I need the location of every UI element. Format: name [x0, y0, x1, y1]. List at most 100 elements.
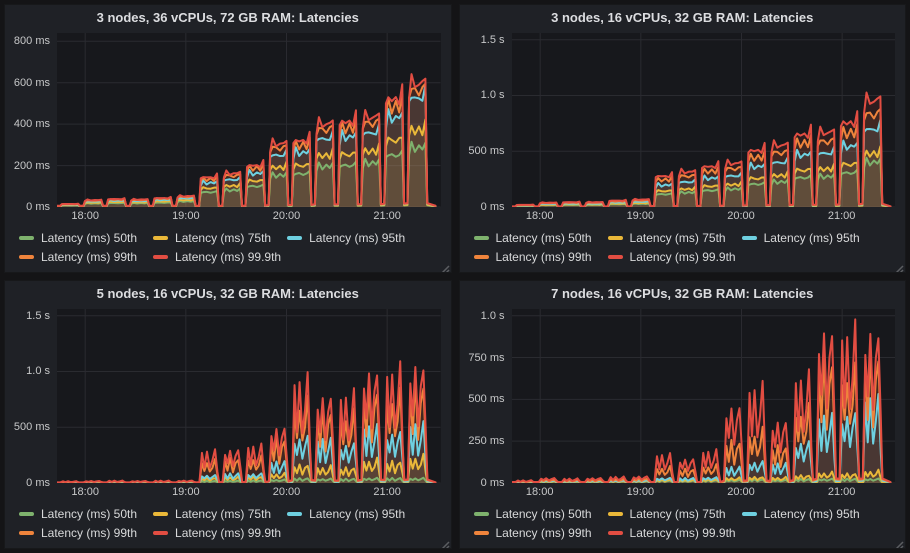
- legend-row: Latency (ms) 50th Latency (ms) 75th Latenc…: [19, 504, 443, 523]
- legend-label: Latency (ms) 99.9th: [629, 249, 736, 264]
- legend-row: Latency (ms) 50th Latency (ms) 75th Latenc…: [19, 228, 443, 247]
- chart-area: 0 ms 250 ms 500 ms 750 ms 1.0 s: [460, 307, 906, 489]
- legend-label: Latency (ms) 50th: [495, 506, 592, 521]
- legend-swatch-p999: [607, 254, 623, 259]
- x-tick-label: 18:00: [71, 486, 99, 498]
- legend-label: Latency (ms) 99th: [495, 249, 592, 264]
- legend-item-p999[interactable]: Latency (ms) 99.9th: [153, 250, 281, 264]
- y-axis: 0 ms 250 ms 500 ms 750 ms 1.0 s: [466, 309, 512, 489]
- panel-3n-16vcpu: 3 nodes, 16 vCPUs, 32 GB RAM: Latencies …: [458, 4, 906, 273]
- legend-item-p99[interactable]: Latency (ms) 99th: [19, 250, 137, 264]
- legend-item-p50[interactable]: Latency (ms) 50th: [473, 230, 592, 245]
- legend-item-p999[interactable]: Latency (ms) 99.9th: [153, 526, 281, 540]
- legend-label: Latency (ms) 75th: [629, 506, 726, 521]
- legend-item-p75[interactable]: Latency (ms) 75th: [607, 506, 726, 521]
- legend-item-p75[interactable]: Latency (ms) 75th: [607, 231, 726, 245]
- x-axis: 18:00 19:00 20:00 21:00: [57, 484, 441, 501]
- legend: Latency (ms) 50th Latency (ms) 75th Latenc…: [5, 501, 451, 548]
- legend-row: Latency (ms) 50th Latency (ms) 75th Latenc…: [473, 228, 898, 247]
- legend-row: Latency (ms) 99th Latency (ms) 99.9th: [19, 247, 443, 266]
- legend-item-p95[interactable]: Latency (ms) 95th: [741, 230, 860, 245]
- legend-row: Latency (ms) 99th Latency (ms) 99.9th: [473, 523, 898, 542]
- legend-swatch-p50: [19, 235, 34, 240]
- legend: Latency (ms) 50th Latency (ms) 75th Latenc…: [460, 225, 906, 272]
- legend-swatch-p99: [473, 254, 489, 259]
- legend-swatch-p50: [473, 235, 489, 240]
- plot-region[interactable]: [57, 309, 441, 483]
- resize-handle-icon[interactable]: [894, 537, 904, 548]
- plot-region[interactable]: [511, 33, 895, 207]
- y-axis: 0 ms 500 ms 1.0 s 1.5 s: [11, 309, 57, 489]
- legend-label: Latency (ms) 50th: [41, 506, 138, 521]
- legend-swatch-p75: [607, 235, 623, 240]
- legend-row: Latency (ms) 99th Latency (ms) 99.9th: [19, 523, 443, 542]
- legend-swatch-p999: [607, 530, 623, 535]
- legend-swatch-p50: [473, 511, 489, 516]
- x-tick-label: 21:00: [827, 486, 856, 498]
- x-tick-label: 18:00: [525, 486, 554, 498]
- panel-title[interactable]: 3 nodes, 36 vCPUs, 72 GB RAM: Latencies: [96, 10, 359, 25]
- y-tick-label: 1.5 s: [26, 309, 50, 322]
- legend-item-p50[interactable]: Latency (ms) 50th: [473, 506, 592, 521]
- x-tick-label: 20:00: [272, 486, 301, 498]
- legend-label: Latency (ms) 99.9th: [175, 249, 282, 264]
- legend-item-p75[interactable]: Latency (ms) 75th: [153, 507, 271, 521]
- legend-label: Latency (ms) 75th: [175, 230, 272, 245]
- legend-label: Latency (ms) 95th: [763, 506, 860, 521]
- legend-item-p50[interactable]: Latency (ms) 50th: [19, 507, 137, 521]
- legend-row: Latency (ms) 50th Latency (ms) 75th Latenc…: [473, 504, 898, 523]
- y-tick-label: 600 ms: [13, 76, 50, 89]
- legend-label: Latency (ms) 99th: [495, 525, 592, 540]
- y-tick-label: 0 ms: [26, 477, 50, 489]
- legend: Latency (ms) 50th Latency (ms) 75th Latenc…: [5, 225, 451, 272]
- legend-row: Latency (ms) 99th Latency (ms) 99.9th: [473, 247, 898, 266]
- legend-item-p999[interactable]: Latency (ms) 99.9th: [607, 249, 736, 264]
- y-tick-label: 500 ms: [13, 421, 50, 434]
- y-tick-label: 750 ms: [468, 351, 505, 364]
- legend-item-p75[interactable]: Latency (ms) 75th: [153, 231, 271, 245]
- x-tick-label: 20:00: [727, 486, 755, 498]
- legend-item-p95[interactable]: Latency (ms) 95th: [287, 507, 405, 521]
- y-tick-label: 200 ms: [13, 159, 50, 172]
- y-tick-label: 400 ms: [13, 118, 50, 131]
- x-axis: 18:00 19:00 20:00 21:00: [57, 208, 441, 225]
- legend-item-p99[interactable]: Latency (ms) 99th: [473, 525, 592, 540]
- x-tick-label: 21:00: [373, 210, 401, 222]
- legend-label: Latency (ms) 99th: [41, 525, 138, 540]
- legend-swatch-p75: [153, 235, 169, 240]
- legend-label: Latency (ms) 50th: [495, 230, 592, 245]
- y-axis: 0 ms 500 ms 1.0 s 1.5 s: [466, 33, 512, 213]
- resize-handle-icon[interactable]: [894, 261, 904, 272]
- latency-chart: [57, 309, 441, 483]
- x-tick-label: 20:00: [272, 210, 301, 222]
- panel-title[interactable]: 7 nodes, 16 vCPUs, 32 GB RAM: Latencies: [551, 286, 814, 301]
- panel-title[interactable]: 3 nodes, 16 vCPUs, 32 GB RAM: Latencies: [551, 10, 814, 25]
- legend-item-p95[interactable]: Latency (ms) 95th: [287, 231, 405, 245]
- legend-label: Latency (ms) 95th: [763, 230, 860, 245]
- legend-label: Latency (ms) 50th: [41, 230, 138, 245]
- x-axis: 18:00 19:00 20:00 21:00: [512, 484, 896, 501]
- legend-item-p999[interactable]: Latency (ms) 99.9th: [607, 525, 736, 540]
- y-tick-label: 0 ms: [480, 477, 505, 489]
- x-tick-label: 19:00: [626, 210, 655, 222]
- panel-title[interactable]: 5 nodes, 16 vCPUs, 32 GB RAM: Latencies: [96, 286, 359, 301]
- legend-label: Latency (ms) 99th: [41, 249, 138, 264]
- legend-label: Latency (ms) 99.9th: [629, 525, 736, 540]
- legend-swatch-p99: [473, 530, 489, 535]
- x-tick-label: 18:00: [71, 210, 99, 222]
- legend-item-p99[interactable]: Latency (ms) 99th: [473, 249, 592, 264]
- y-tick-label: 0 ms: [26, 201, 50, 213]
- resize-handle-icon[interactable]: [440, 537, 450, 548]
- y-tick-label: 500 ms: [468, 393, 505, 406]
- plot-region[interactable]: [511, 309, 896, 483]
- plot-region[interactable]: [57, 33, 441, 207]
- legend-swatch-p99: [19, 530, 34, 535]
- panel-3n-36vcpu: 3 nodes, 36 vCPUs, 72 GB RAM: Latencies …: [4, 4, 452, 273]
- legend-item-p50[interactable]: Latency (ms) 50th: [19, 231, 137, 245]
- latency-chart: [511, 309, 896, 483]
- y-tick-label: 1.0 s: [26, 365, 50, 378]
- chart-area: 0 ms 200 ms 400 ms 600 ms 800 ms: [5, 31, 451, 213]
- legend-item-p99[interactable]: Latency (ms) 99th: [19, 526, 137, 540]
- resize-handle-icon[interactable]: [440, 261, 450, 272]
- legend-item-p95[interactable]: Latency (ms) 95th: [741, 506, 860, 521]
